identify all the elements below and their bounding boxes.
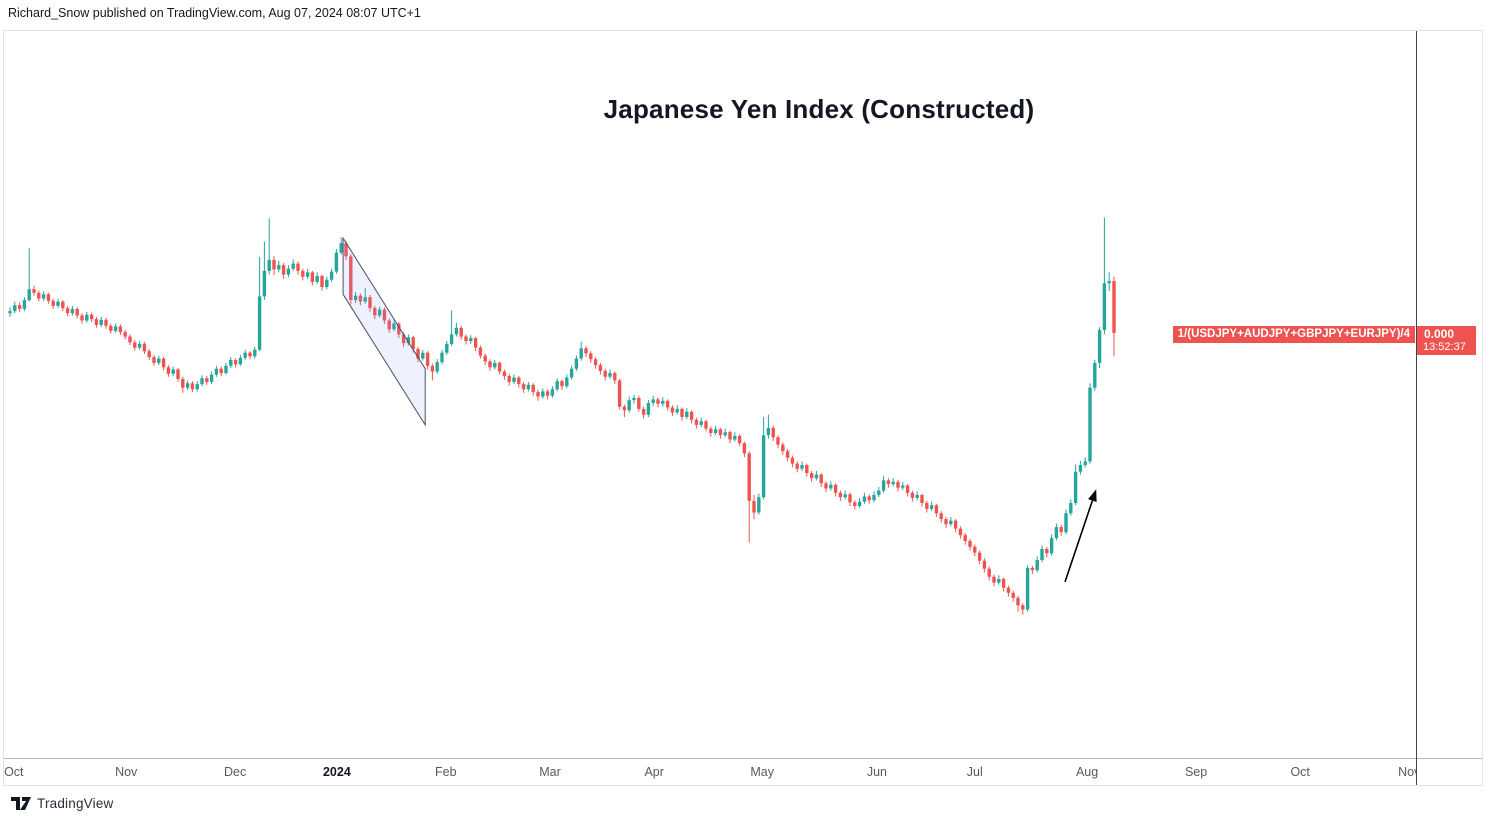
time-axis-label: May xyxy=(750,765,774,779)
arrow-drawing[interactable] xyxy=(1064,489,1097,583)
chart-title: Japanese Yen Index (Constructed) xyxy=(603,94,1035,124)
time-axis-label: Nov xyxy=(1398,765,1416,779)
tradingview-icon xyxy=(11,797,31,810)
time-axis-label: Apr xyxy=(644,765,664,779)
time-axis-label: 2024 xyxy=(322,765,351,779)
chart-frame: Japanese Yen Index (Constructed) Oct Nov D… xyxy=(3,30,1483,786)
time-axis-line xyxy=(4,758,1482,759)
bar-countdown: 13:52:37 xyxy=(1423,341,1466,353)
time-axis-label: Sep xyxy=(1184,765,1208,779)
time-axis-label: Aug xyxy=(1075,765,1099,779)
time-axis[interactable]: Oct Nov Dec 2024 Feb Mar Apr May Jun Jul Aug Sep Oct… xyxy=(4,759,1416,785)
chart-pane[interactable]: Japanese Yen Index (Constructed) xyxy=(4,31,1416,758)
last-value-label[interactable]: 0.000 13:52:37 xyxy=(1417,326,1476,355)
series-name-label[interactable]: 1/(USDJPY+AUDJPY+GBPJPY+EURJPY)/4 xyxy=(1172,326,1415,343)
footer-logo[interactable]: TradingView xyxy=(10,792,114,814)
time-axis-label: Mar xyxy=(539,765,561,779)
trend-channel-drawing[interactable] xyxy=(342,236,426,427)
price-axis-line[interactable] xyxy=(1416,31,1417,785)
time-axis-label: Jul xyxy=(966,765,983,779)
candlestick-canvas[interactable] xyxy=(4,31,1416,758)
time-axis-label: Oct xyxy=(1290,765,1310,779)
time-axis-label: Jun xyxy=(866,765,887,779)
time-axis-label: Oct xyxy=(4,765,24,779)
last-value: 0.000 xyxy=(1424,327,1455,341)
candles-layer xyxy=(8,217,1116,615)
time-axis-label: Nov xyxy=(115,765,138,779)
time-axis-label: Feb xyxy=(435,765,457,779)
time-axis-label: Dec xyxy=(223,765,247,779)
attribution-text: Richard_Snow published on TradingView.co… xyxy=(8,6,421,20)
brand-text: TradingView xyxy=(37,795,114,811)
